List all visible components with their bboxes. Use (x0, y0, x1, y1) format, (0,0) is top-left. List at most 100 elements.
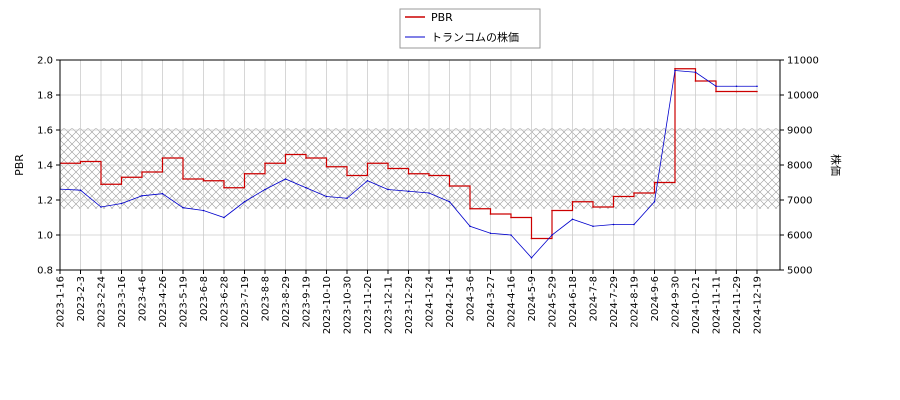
data-point-pbr (305, 157, 307, 159)
x-axis-tick-label: 2024-10-21 (691, 276, 702, 334)
data-point-pbr (223, 186, 225, 189)
data-point-pbr (202, 179, 205, 182)
data-point-price (407, 190, 410, 193)
data-point-pbr (264, 162, 266, 165)
left-axis-tick-label: 1.4 (37, 161, 53, 172)
data-point-price (387, 188, 389, 191)
data-point-pbr (182, 178, 184, 180)
x-axis-tick-label: 2023-12-11 (384, 276, 395, 334)
x-axis-tick-label: 2024-5-29 (548, 276, 559, 328)
x-axis: 2023-1-16 2023-2-3 2023-2-24 2023-3-16 2023-… (56, 270, 764, 334)
right-axis: 5000 6000 7000 8000 9000 10000 11000 (780, 56, 819, 277)
data-point-price (530, 256, 533, 259)
data-point-price (469, 225, 471, 228)
right-axis-tick-label: 11000 (787, 56, 819, 67)
x-axis-tick-label: 2024-6-18 (568, 276, 579, 328)
data-point-pbr (366, 162, 369, 165)
data-point-pbr (161, 157, 164, 159)
left-axis-tick-label: 0.8 (37, 266, 53, 277)
data-point-pbr (633, 192, 635, 194)
left-axis: 0.8 1.0 1.2 1.4 1.6 1.8 2.0 (37, 56, 60, 277)
data-point-price (694, 71, 697, 74)
left-axis-title: PBR (13, 154, 26, 176)
data-point-price (674, 69, 676, 72)
data-point-pbr (407, 172, 410, 175)
x-axis-tick-label: 2023-2-24 (97, 276, 108, 328)
right-axis-title: 株価 (829, 154, 843, 176)
data-point-pbr (346, 174, 348, 177)
data-point-pbr (387, 167, 389, 170)
x-axis-tick-label: 2023-3-16 (117, 276, 128, 328)
left-axis-tick-label: 2.0 (37, 56, 53, 67)
x-axis-tick-label: 2023-4-6 (138, 276, 149, 321)
data-point-pbr (448, 185, 451, 187)
data-point-price (592, 225, 594, 228)
data-point-pbr (284, 153, 287, 156)
data-point-price (489, 232, 492, 235)
data-point-pbr (243, 172, 246, 175)
data-point-pbr (653, 181, 656, 184)
right-axis-tick-label: 6000 (787, 231, 812, 242)
data-point-price (79, 189, 82, 191)
data-point-price (305, 186, 307, 189)
x-axis-tick-label: 2023-12-29 (404, 276, 415, 334)
left-axis-tick-label: 1.8 (37, 91, 53, 102)
data-point-price (284, 178, 287, 180)
x-axis-tick-label: 2024-3-27 (486, 276, 497, 328)
x-axis-tick-label: 2023-7-19 (240, 276, 251, 328)
data-point-price (653, 200, 656, 203)
x-axis-tick-label: 2023-5-19 (179, 276, 190, 328)
data-point-price (366, 179, 369, 182)
data-point-pbr (489, 213, 492, 215)
legend-label-pbr: PBR (431, 11, 453, 24)
x-axis-tick-label: 2023-1-16 (56, 276, 67, 328)
data-point-pbr (428, 174, 430, 177)
x-axis-tick-label: 2024-7-8 (589, 276, 600, 321)
data-point-price (202, 209, 205, 212)
x-axis-tick-label: 2023-4-26 (158, 276, 169, 328)
data-point-pbr (592, 206, 594, 208)
right-axis-tick-label: 7000 (787, 196, 812, 207)
left-axis-tick-label: 1.6 (37, 126, 53, 137)
x-axis-tick-label: 2023-10-30 (343, 276, 354, 334)
series-layer (60, 67, 758, 259)
data-point-price (448, 200, 451, 203)
data-point-pbr (715, 90, 717, 93)
data-point-pbr (612, 195, 615, 198)
data-point-price (551, 234, 553, 236)
data-point-pbr (735, 90, 738, 93)
data-point-pbr (694, 80, 697, 82)
hatched-band (60, 128, 780, 209)
data-point-pbr (79, 160, 82, 163)
data-point-price (428, 192, 430, 194)
data-point-pbr (325, 165, 328, 168)
x-axis-tick-label: 2024-8-19 (630, 276, 641, 328)
x-axis-tick-label: 2023-2-3 (76, 276, 87, 321)
x-axis-tick-label: 2023-8-8 (261, 276, 272, 321)
data-point-price (756, 85, 758, 88)
data-point-price (735, 85, 738, 88)
data-point-pbr (510, 216, 512, 219)
x-axis-tick-label: 2024-2-14 (445, 276, 456, 328)
data-point-price (510, 234, 512, 236)
x-axis-tick-label: 2023-11-20 (363, 276, 374, 334)
data-point-pbr (120, 176, 123, 179)
data-point-price (223, 216, 225, 219)
x-axis-tick-label: 2024-1-24 (425, 276, 436, 328)
x-axis-tick-label: 2023-10-10 (322, 276, 333, 334)
right-axis-tick-label: 10000 (787, 91, 819, 102)
data-point-price (161, 192, 164, 195)
data-point-pbr (551, 209, 553, 212)
data-point-price (325, 195, 328, 198)
left-axis-tick-label: 1.2 (37, 196, 53, 207)
right-axis-tick-label: 9000 (787, 126, 812, 137)
right-axis-tick-label: 5000 (787, 266, 812, 277)
data-point-price (633, 223, 635, 226)
legend-label-price: トランコムの株価 (431, 30, 519, 44)
x-axis-tick-label: 2023-9-19 (302, 276, 313, 328)
x-axis-tick-label: 2024-11-29 (732, 276, 743, 334)
data-point-price (612, 223, 615, 226)
data-point-price (715, 85, 717, 88)
x-axis-tick-label: 2024-3-6 (466, 276, 477, 321)
